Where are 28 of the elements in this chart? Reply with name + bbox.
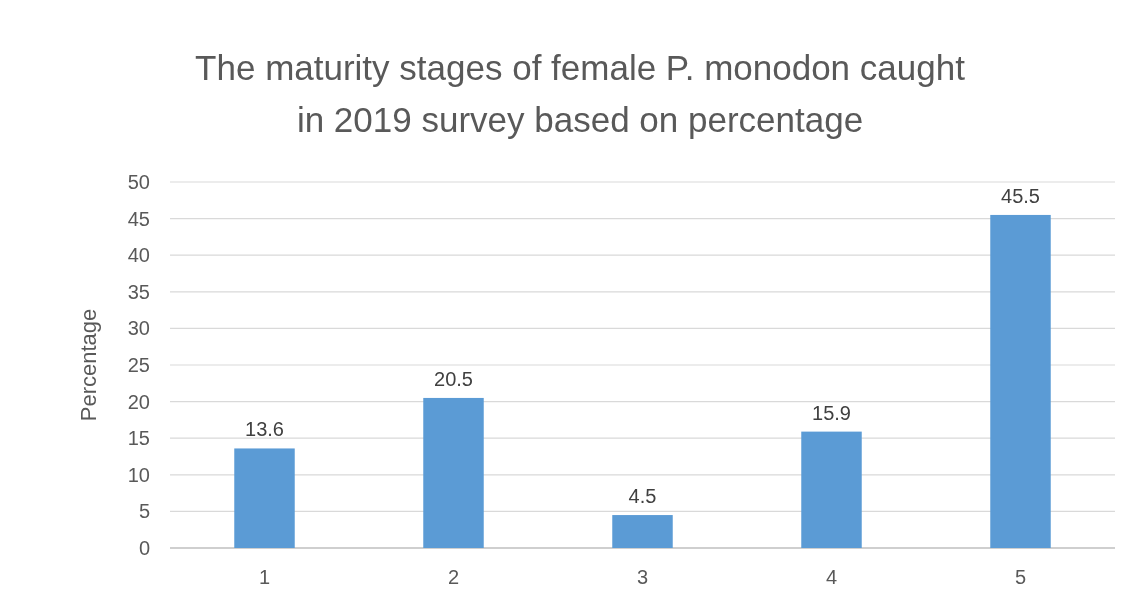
bar — [423, 397, 484, 548]
y-axis-title: Percentage — [76, 308, 101, 422]
data-label: 13.6 — [245, 418, 284, 441]
bar — [990, 214, 1051, 548]
data-label: 15.9 — [812, 401, 851, 424]
x-tick-label: 1 — [258, 566, 271, 588]
x-tick-label: 2 — [447, 566, 460, 588]
y-tick-label: 40 — [127, 244, 150, 267]
data-label: 4.5 — [628, 485, 657, 508]
y-tick-label: 15 — [127, 427, 150, 450]
x-tick-label: 5 — [1014, 566, 1027, 588]
y-tick-label: 20 — [127, 390, 150, 413]
bar — [612, 515, 673, 548]
bar — [234, 448, 295, 548]
y-tick-label: 50 — [127, 171, 150, 193]
y-tick-label: 0 — [138, 537, 150, 559]
y-tick-label: 30 — [127, 317, 150, 340]
data-label: 45.5 — [1001, 184, 1040, 207]
x-tick-label: 4 — [825, 566, 838, 588]
data-label: 20.5 — [434, 367, 473, 390]
y-tick-label: 25 — [127, 354, 150, 376]
bar — [801, 431, 862, 548]
y-tick-label: 10 — [127, 463, 150, 486]
y-tick-label: 45 — [127, 207, 150, 230]
y-tick-label: 35 — [127, 280, 150, 303]
x-tick-label: 3 — [636, 566, 649, 588]
y-tick-label: 5 — [138, 500, 150, 523]
chart-title: The maturity stages of female P. monodon caught in 2019 survey based on percentage — [195, 48, 966, 139]
